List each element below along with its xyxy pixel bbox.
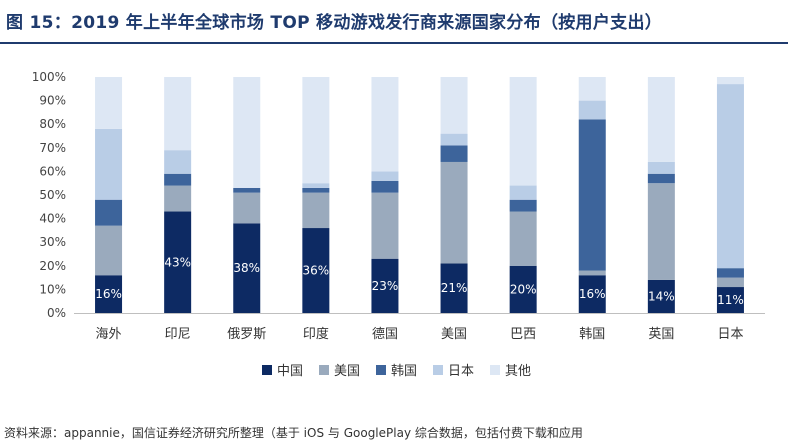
legend-label: 其他: [505, 364, 531, 379]
bar-segment-其他: [371, 77, 399, 172]
y-tick-label: 70%: [39, 141, 66, 155]
category-label: 海外: [96, 327, 122, 342]
legend-swatch-韩国: [376, 365, 386, 375]
legend-label: 中国: [277, 364, 303, 379]
category-label: 德国: [372, 327, 398, 342]
bar-segment-美国: [578, 270, 606, 276]
bar-segment-韩国: [233, 187, 261, 193]
bar-segment-韩国: [578, 119, 606, 271]
data-label: 21%: [441, 281, 468, 295]
bar-segment-日本: [95, 128, 123, 200]
bar-segment-美国: [371, 192, 399, 259]
bar-segment-其他: [647, 77, 675, 162]
category-label: 巴西: [510, 327, 536, 342]
bar-segment-韩国: [440, 145, 468, 162]
y-tick-label: 40%: [39, 212, 66, 226]
y-tick-label: 20%: [39, 259, 66, 273]
y-tick-label: 10%: [39, 282, 66, 296]
bar-segment-韩国: [716, 268, 744, 278]
bar-segment-日本: [164, 150, 192, 174]
legend-label: 日本: [448, 364, 474, 379]
bar-segment-其他: [509, 77, 537, 186]
bar-segment-其他: [95, 77, 123, 129]
y-tick-label: 100%: [32, 70, 66, 84]
title-bar: 图 15：2019 年上半年全球市场 TOP 移动游戏发行商来源国家分布（按用户…: [0, 0, 788, 44]
legend-swatch-中国: [262, 365, 272, 375]
bar-segment-日本: [578, 100, 606, 120]
data-label: 23%: [372, 279, 399, 293]
bar-segment-美国: [95, 225, 123, 276]
bar-segment-中国: [95, 275, 123, 313]
bar-segment-其他: [164, 77, 192, 151]
bar-segment-其他: [302, 77, 330, 184]
y-tick-label: 30%: [39, 235, 66, 249]
bar-segment-美国: [440, 161, 468, 264]
bar-segment-中国: [302, 228, 330, 313]
data-label: 20%: [510, 282, 537, 296]
y-tick-label: 80%: [39, 117, 66, 131]
bar-segment-美国: [302, 192, 330, 229]
legend-swatch-日本: [433, 365, 443, 375]
data-label: 14%: [648, 289, 675, 303]
y-tick-label: 50%: [39, 188, 66, 202]
bar-segment-韩国: [647, 173, 675, 184]
bar-segment-日本: [647, 161, 675, 174]
bar-segment-中国: [233, 223, 261, 313]
bar-segment-美国: [509, 211, 537, 266]
bar-segment-日本: [440, 133, 468, 146]
bar-segment-美国: [164, 185, 192, 212]
category-label: 印度: [303, 326, 329, 342]
category-label: 韩国: [579, 327, 605, 342]
bar-segment-中国: [647, 279, 675, 313]
bar-segment-韩国: [509, 199, 537, 212]
category-label: 英国: [648, 327, 674, 342]
data-label: 36%: [303, 264, 330, 278]
legend-label: 美国: [334, 364, 360, 379]
bar-segment-日本: [371, 171, 399, 181]
source-note: 资料来源：appannie，国信证券经济研究所整理（基于 iOS 与 Googl…: [4, 426, 583, 440]
legend-label: 韩国: [391, 364, 417, 379]
bar-segment-中国: [716, 287, 744, 313]
bar-segment-中国: [440, 263, 468, 313]
data-label: 43%: [164, 255, 191, 269]
y-tick-label: 0%: [47, 306, 66, 320]
category-label: 印尼: [165, 327, 191, 342]
stacked-bar-chart: 0% 10% 20% 30% 40% 50% 60% 70% 80% 90% 100% 16% 海外 43…: [32, 70, 765, 379]
category-label: 美国: [441, 327, 467, 342]
data-label: 38%: [233, 261, 260, 275]
bar-segment-美国: [716, 277, 744, 288]
data-label: 16%: [579, 287, 606, 301]
figure-title: 图 15：2019 年上半年全球市场 TOP 移动游戏发行商来源国家分布（按用户…: [6, 13, 663, 33]
bar-segment-其他: [440, 77, 468, 134]
bar-segment-中国: [164, 211, 192, 313]
bar-segment-中国: [509, 265, 537, 313]
bar-segment-中国: [578, 275, 606, 313]
bar-segment-韩国: [95, 199, 123, 226]
bar-segment-韩国: [164, 173, 192, 186]
bar-segment-中国: [371, 258, 399, 313]
bar-segment-日本: [302, 183, 330, 188]
y-tick-label: 90%: [39, 94, 66, 108]
category-label: 日本: [717, 327, 743, 342]
bar-segment-其他: [578, 77, 606, 101]
bar-segment-韩国: [302, 187, 330, 193]
legend-swatch-美国: [319, 365, 329, 375]
bar-segment-美国: [647, 183, 675, 280]
bar-segment-韩国: [371, 180, 399, 193]
bar-segment-日本: [716, 84, 744, 269]
bar-segment-其他: [716, 77, 744, 85]
y-tick-label: 60%: [39, 164, 66, 178]
category-label: 俄罗斯: [227, 327, 266, 342]
data-label: 11%: [717, 293, 744, 307]
bar-segment-美国: [233, 192, 261, 224]
legend-swatch-其他: [490, 365, 500, 375]
data-label: 16%: [95, 287, 122, 301]
bar-segment-其他: [233, 77, 261, 188]
bar-segment-日本: [509, 185, 537, 200]
